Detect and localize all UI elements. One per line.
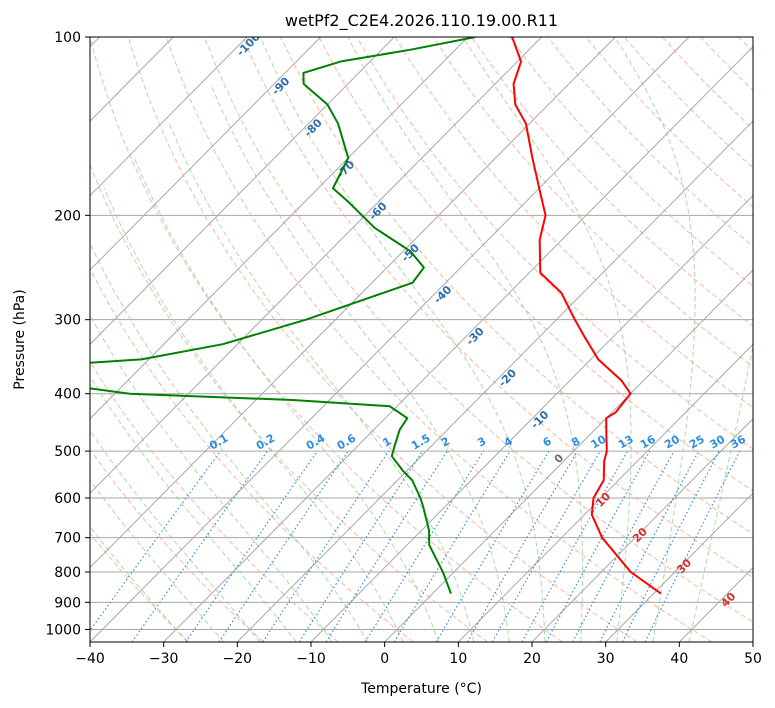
x-tick-label: 30	[597, 651, 615, 667]
y-tick-label: 800	[54, 565, 81, 581]
isotherm-line	[90, 37, 616, 569]
moist-adiabat-line	[90, 525, 188, 642]
y-tick-label: 900	[54, 595, 81, 611]
isotherm-line	[384, 269, 753, 642]
x-tick-label: −20	[223, 651, 253, 667]
plot-frame	[89, 36, 754, 643]
mixing-ratio-line	[364, 450, 485, 642]
isotherm-line	[531, 418, 753, 642]
dry-adiabat-line	[165, 37, 712, 642]
moist-adiabat-line	[90, 314, 333, 642]
x-tick-label: −40	[75, 651, 105, 667]
moist-adiabat-line	[90, 429, 261, 642]
y-axis-label: Pressure (hPa)	[12, 289, 28, 389]
x-tick-label: 40	[670, 651, 688, 667]
dry-adiabat-line	[356, 37, 753, 450]
x-axis-ticks: −40 −30 −20 −10 0 10 20 30 40 50	[75, 642, 762, 667]
isotherm-line	[90, 37, 395, 346]
isotherm-line	[90, 37, 469, 420]
moist-adiabat-line	[210, 83, 510, 642]
dry-adiabat-line	[471, 37, 753, 327]
dry-adiabat-line	[90, 267, 414, 642]
x-tick-label: −10	[296, 651, 326, 667]
x-tick-label: 20	[523, 651, 541, 667]
plot-area: 0.1 0.2 0.4 0.6 1 1.5 2 3 4 6 8 10 13 16 20 25 30 36-100-…	[90, 37, 753, 642]
dry-adiabat-line	[90, 532, 190, 642]
isotherm-line	[310, 194, 753, 642]
mixing-ratio-line	[218, 450, 349, 642]
dry-adiabat-line	[318, 37, 753, 492]
isotherm-line	[90, 37, 321, 271]
y-tick-label: 300	[54, 313, 81, 329]
x-tick-label: 0	[380, 651, 389, 667]
dry-adiabat-line	[90, 163, 488, 642]
isotherm-line	[236, 120, 753, 642]
isotherm-line	[90, 37, 690, 642]
moist-adiabat-line	[260, 37, 546, 642]
mixing-ratio-line	[185, 450, 318, 642]
y-tick-label: 400	[54, 387, 81, 403]
moist-adiabat-line	[90, 242, 369, 642]
mixing-ratio-line	[644, 450, 741, 642]
mixing-ratio-line	[621, 450, 720, 642]
x-axis-label: Temperature (°C)	[360, 681, 482, 697]
mixing-ratio-line	[325, 450, 448, 642]
y-tick-label: 200	[54, 208, 81, 224]
y-tick-label: 1000	[45, 622, 81, 638]
isotherm-line	[90, 37, 248, 197]
y-tick-label: 100	[54, 30, 81, 46]
y-axis-ticks: 1000 900 800 700 600 500 400 300 200 100	[45, 30, 90, 638]
x-tick-label: 10	[449, 651, 467, 667]
dewpoint-profile-line	[90, 37, 476, 594]
dry-adiabat-line	[432, 37, 753, 368]
chart-title: wetPf2_C2E4.2026.110.19.00.R11	[285, 11, 558, 31]
mixing-ratio-line	[90, 450, 222, 632]
moist-adiabat-line	[614, 37, 696, 642]
moist-adiabat-line	[688, 344, 753, 642]
moist-adiabat-line	[90, 479, 225, 642]
mixing-ratio-line	[131, 450, 268, 642]
moist-adiabats	[90, 37, 753, 642]
isotherm-line	[457, 343, 753, 642]
mixing-ratio-line	[491, 450, 601, 642]
mixing-ratio-line	[393, 450, 511, 642]
x-tick-label: −30	[149, 651, 179, 667]
profile-series	[90, 37, 662, 595]
moist-adiabat-line	[168, 123, 475, 642]
y-tick-label: 700	[54, 531, 81, 547]
moist-adiabat-line	[90, 375, 297, 642]
isotherm-line	[163, 46, 753, 642]
mixing-ratio-line	[262, 450, 390, 642]
dry-adiabat-line	[127, 37, 638, 642]
mixing-ratio-line	[298, 450, 424, 642]
temperature-profile-line	[511, 37, 662, 595]
y-tick-label: 500	[54, 444, 81, 460]
dry-adiabat-line	[90, 448, 264, 642]
moist-adiabat-line	[347, 37, 584, 642]
mixing-ratio-line	[545, 450, 651, 642]
isotherm-line	[605, 492, 753, 642]
dry-adiabat-line	[203, 37, 753, 623]
isotherms	[90, 37, 753, 642]
mixing-ratio-lines	[90, 450, 741, 642]
mixing-ratio-line	[521, 450, 629, 642]
x-tick-label: 50	[744, 651, 762, 667]
moist-adiabat-line	[103, 188, 404, 642]
y-tick-label: 600	[54, 491, 81, 507]
